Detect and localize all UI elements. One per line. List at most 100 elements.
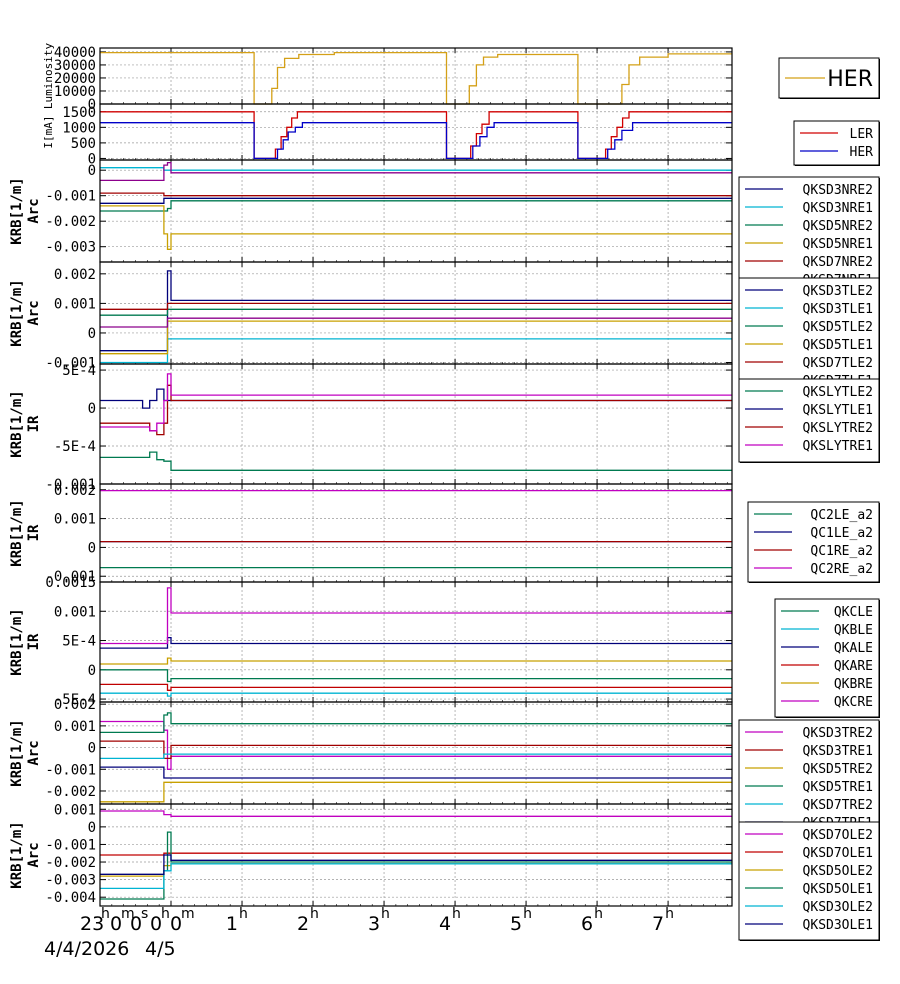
- series-line-QKSD5NRE1: [100, 205, 732, 250]
- legend-label: QKBLE: [834, 623, 873, 638]
- series-line-QKSD7OLE1: [100, 852, 732, 856]
- series-line-QKSD5TLE2: [100, 308, 732, 316]
- legend-box: [738, 821, 880, 941]
- legend-label: QKARE: [834, 659, 873, 674]
- y-tick-label: -0.001: [45, 837, 96, 853]
- y-axis-label: IR: [26, 524, 42, 541]
- legend-label: QKSD7OLE1: [803, 846, 873, 861]
- legend-label: QKCRE: [834, 695, 873, 710]
- x-tick-unit: m: [121, 906, 135, 922]
- y-tick-label: -0.002: [45, 855, 96, 871]
- x-tick-unit: h: [665, 906, 674, 922]
- legend-label: QKSD5TLE2: [803, 320, 873, 335]
- y-tick-label: 5E-4: [62, 634, 96, 650]
- y-tick-label: 20000: [54, 71, 96, 87]
- legend-label: QKSD5OLE1: [803, 882, 873, 897]
- x-tick-unit: h: [101, 906, 110, 922]
- y-tick-label: 0.001: [54, 512, 96, 528]
- x-tick-label: 0: [150, 913, 162, 935]
- legend-label: QKSD7NRE2: [803, 255, 873, 270]
- y-axis-label: Arc: [26, 300, 42, 325]
- legend-box: [747, 501, 880, 583]
- y-tick-label: 500: [71, 136, 96, 152]
- series-line-QKSD7NRE1: [100, 161, 732, 182]
- y-tick-label: 0: [88, 97, 96, 113]
- series-line-QKSD5TRE2: [100, 781, 732, 803]
- series-line-HER: [100, 51, 732, 105]
- y-tick-label: 0: [88, 540, 96, 556]
- x-tick-label: 0: [130, 913, 142, 935]
- y-tick-label: -0.002: [45, 784, 96, 800]
- y-tick-label: -0.003: [45, 873, 96, 889]
- legend: HER: [778, 57, 880, 99]
- legend-label: QKCLE: [834, 605, 873, 620]
- series-line-QKSD3TLE2: [100, 270, 732, 352]
- series-line-QKARE: [100, 683, 732, 691]
- y-tick-label: 0: [88, 151, 96, 167]
- y-axis-label: KRB[1/m]: [9, 499, 25, 566]
- series-line-HER: [100, 122, 732, 160]
- x-tick-label: 23: [80, 913, 104, 935]
- series-line-QKCRE: [100, 587, 732, 645]
- x-tick-label: 6: [581, 913, 593, 935]
- legend-label: QKSD7TLE2: [803, 356, 873, 371]
- legend-label: QKSD5TRE2: [803, 762, 873, 777]
- legend: QKSD3TRE2 QKSD3TRE1 QKSD5TRE2 QKSD5TRE1 QKSD…: [738, 719, 880, 839]
- x-tick-unit: h: [161, 906, 170, 922]
- series-line-QKSLYTRE2: [100, 384, 732, 436]
- legend-box: [793, 120, 880, 166]
- legend-label: QKSD3NRE1: [803, 201, 873, 216]
- legend-label: QKSD5OLE2: [803, 864, 873, 879]
- legend-box: [738, 277, 880, 397]
- y-tick-label: 0.0015: [45, 575, 96, 591]
- legend-label: QKBRE: [834, 677, 873, 692]
- y-tick-label: 0: [88, 741, 96, 757]
- x-tick-unit: m: [181, 906, 195, 922]
- x-tick-unit: h: [594, 906, 603, 922]
- y-axis-label: KRB[1/m]: [9, 390, 25, 457]
- legend: QKSD7OLE2 QKSD7OLE1 QKSD5OLE2 QKSD5OLE1 QKSD…: [738, 821, 880, 941]
- series-line-QKBLE: [100, 692, 732, 697]
- series-line-QKSD7TLE1: [100, 317, 732, 328]
- series-line-QKSD3NRE2: [100, 197, 732, 204]
- y-axis-label: KRB[1/m]: [9, 608, 25, 675]
- y-axis-label: Arc: [26, 198, 42, 223]
- y-tick-label: -0.004: [45, 890, 96, 906]
- legend-label: QC2RE_a2: [810, 562, 873, 577]
- y-tick-label: 0.001: [54, 604, 96, 620]
- series-line-QKSD7TRE2: [100, 753, 732, 760]
- plot-frame: [99, 701, 733, 805]
- x-tick-label: 5: [510, 913, 522, 935]
- y-tick-label: 0: [88, 820, 96, 836]
- series-line-QKSD3OLE2: [100, 863, 732, 890]
- legend: QKSD3TLE2 QKSD3TLE1 QKSD5TLE2 QKSD5TLE1 QKSD…: [738, 277, 880, 397]
- legend-label: QKALE: [834, 641, 873, 656]
- series-line-QKSLYTRE1: [100, 373, 732, 432]
- y-tick-label: 40000: [54, 45, 96, 61]
- x-tick-label: 3: [368, 913, 380, 935]
- y-tick-label: -0.001: [45, 356, 96, 372]
- series-line-QKSD5NRE2: [100, 200, 732, 212]
- legend-label: QKSD5NRE2: [803, 219, 873, 234]
- x-tick-label: 1: [226, 913, 238, 935]
- series-line-QKALE: [100, 636, 732, 649]
- legend-label: LER: [850, 127, 874, 142]
- legend-label: HER: [827, 67, 873, 92]
- y-tick-label: -5E-4: [54, 439, 96, 455]
- y-axis-label: KRB[1/m]: [9, 719, 25, 786]
- y-tick-label: 0: [88, 326, 96, 342]
- date-label-next: 4/5: [145, 938, 176, 960]
- y-axis-label: Luminosity: [42, 43, 55, 110]
- y-axis-label: KRB[1/m]: [9, 279, 25, 346]
- y-axis-label: Arc: [26, 842, 42, 867]
- legend-label: HER: [850, 145, 874, 160]
- y-tick-label: 5E-4: [62, 363, 96, 379]
- x-tick-unit: h: [452, 906, 461, 922]
- legend-label: QKSD3OLE2: [803, 900, 873, 915]
- plot-frame: [99, 261, 733, 365]
- x-tick-unit: h: [239, 906, 248, 922]
